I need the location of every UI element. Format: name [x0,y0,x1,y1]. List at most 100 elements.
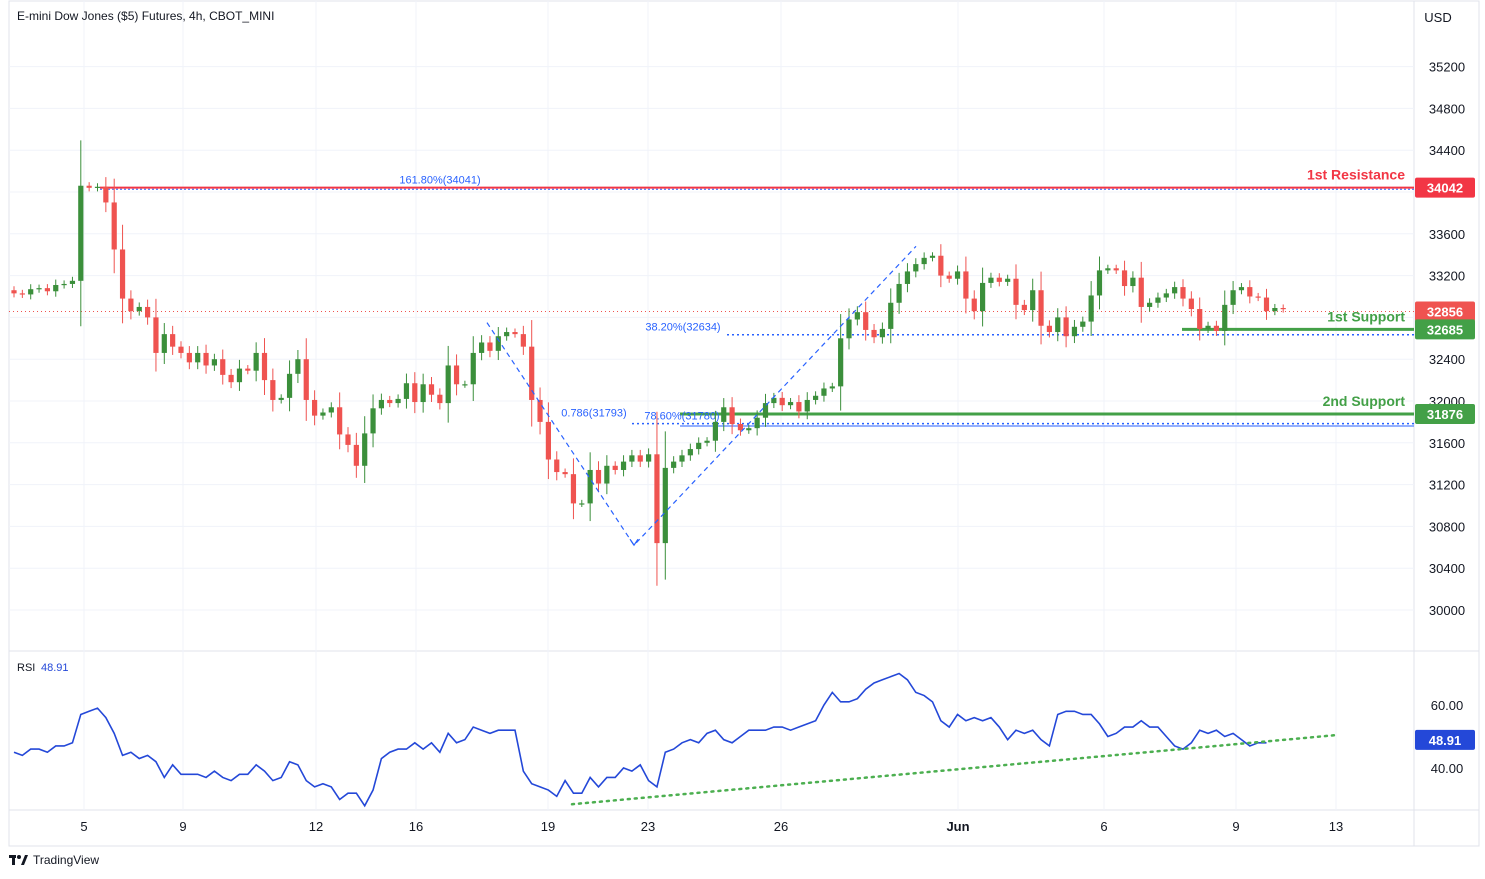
tradingview-logo[interactable]: TradingView [9,853,99,867]
candlestick-series[interactable] [11,140,1286,586]
candle-body [445,365,451,404]
fib-786-label: 0.786(31793) [561,408,626,420]
candle-body [646,454,652,462]
candle-body [654,454,660,544]
candle-body [69,280,76,284]
candle-body [286,373,293,398]
candle-body [1105,268,1111,271]
candle-body [1255,296,1261,298]
candle-body [537,399,543,422]
candle-body [854,312,860,320]
price-tick-label: 30800 [1429,519,1465,534]
support1-badge-bg [1415,319,1475,340]
candle-body [61,283,67,286]
candle-body [295,359,301,374]
candle-body [879,328,885,338]
candle-body [1130,277,1136,287]
candle-body [412,383,418,403]
candle-body [362,433,368,466]
candle-body [771,397,777,404]
candle-body [145,306,151,318]
zigzag-arrow [629,538,639,547]
candle-body [1205,325,1211,329]
fib-382-label: 38.20%(32634) [645,322,720,334]
candle-body [1038,290,1044,326]
candle-body [203,352,209,366]
level-lines: 161.80%(34041) 1st Resistance 38.20%(32634… [9,167,1414,427]
candle-body [44,288,50,292]
brand-name: TradingView [33,853,100,867]
candle-body [1046,325,1052,333]
candle-body [1155,297,1161,303]
candle-body [236,368,243,383]
candle-body [437,394,443,404]
candle-body [278,397,284,400]
time-tick-label: Jun [946,819,969,834]
candle-body [395,398,401,404]
candle-body [103,186,109,203]
candle-body [94,186,101,188]
candle-body [153,317,159,353]
candle-body [195,352,201,363]
candle-body [504,332,510,337]
candle-body [220,359,226,375]
price-tick-label: 31200 [1429,478,1465,493]
candle-body [921,257,927,265]
candle-body [954,271,961,279]
rsi-title: RSI [17,662,35,674]
time-tick-label: 9 [179,819,186,834]
time-tick-label: 6 [1100,819,1107,834]
price-tick-label: 33600 [1429,227,1465,242]
candle-body [270,380,276,400]
candle-body [1147,302,1153,307]
candle-body [612,465,618,470]
candle-body [28,289,34,295]
candle-body [570,474,577,504]
candle-body [963,271,969,299]
candle-body [161,334,167,353]
candle-body [119,249,126,299]
candle-body [762,403,769,418]
candle-body [128,298,134,312]
price-badges: 34042 32856 32685 31876 48.91 [1415,177,1475,750]
candle-body [520,334,526,347]
candle-body [420,384,426,403]
candle-body [687,449,693,456]
candle-body [838,338,844,387]
candle-body [245,368,251,371]
candle-body [1021,304,1027,311]
candle-body [737,423,744,431]
candle-body [479,342,485,353]
candle-body [620,461,627,470]
candle-body [111,202,117,250]
candle-body [428,384,435,395]
rsi-badge-bg [1415,729,1475,750]
current-price-badge-bg [1415,301,1475,322]
time-tick-label: 19 [541,819,555,834]
candle-body [754,417,760,429]
price-tick-label: 31600 [1429,436,1465,451]
candle-body [662,467,668,544]
candle-body [387,399,393,404]
candle-body [629,455,635,462]
price-tick-label: 34400 [1429,143,1465,158]
rsi-tick-label: 40.00 [1431,761,1464,776]
candle-body [863,312,869,330]
candle-body [946,275,952,279]
candle-body [495,336,501,351]
support2-label: 2nd Support [1323,393,1406,409]
support2-badge-bg [1415,403,1475,424]
rsi-series[interactable] [13,672,1340,808]
candle-body [1263,297,1270,312]
fib-786-pct-label: 78.60%(31780) [644,411,719,423]
time-tick-label: 16 [409,819,423,834]
candle-body [813,395,819,400]
candle-body [1238,287,1245,291]
candle-body [595,469,602,484]
candle-body [312,399,318,416]
candle-body [1272,307,1278,312]
resistance-badge-bg [1415,177,1475,198]
time-axis[interactable]: 5 9 12 16 19 23 26 Jun 6 9 13 [80,819,1343,834]
candle-body [320,412,326,416]
